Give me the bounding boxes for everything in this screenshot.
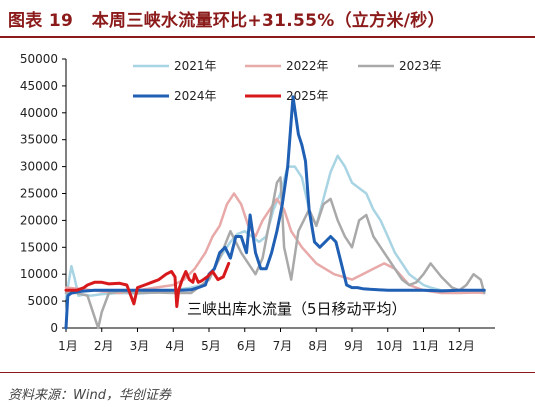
legend-label: 2021年 xyxy=(174,59,217,73)
x-tick-label: 8月 xyxy=(308,339,328,353)
chart-legend: 2021年 2022年 2023年 2024年 2025年 xyxy=(133,59,442,103)
x-tick-label: 3月 xyxy=(130,339,150,353)
title-divider xyxy=(0,36,535,38)
series-line-2025年 xyxy=(64,261,231,308)
y-tick-label: 10000 xyxy=(20,267,58,281)
footer-divider xyxy=(0,372,535,373)
source-note: 资料来源：Wind，华创证券 xyxy=(8,388,171,403)
figure-label: 图表 19 xyxy=(8,11,74,31)
x-tick-label: 5月 xyxy=(201,339,221,353)
y-tick-label: 30000 xyxy=(20,160,58,174)
y-tick-label: 20000 xyxy=(20,213,58,227)
y-tick-label: 35000 xyxy=(20,133,58,147)
legend-label: 2022年 xyxy=(286,59,329,73)
chart-annotation: 三峡出库水流量（5日移动平均） xyxy=(187,300,407,318)
y-tick-label: 25000 xyxy=(20,187,58,201)
x-tick-label: 4月 xyxy=(165,339,185,353)
series-line-2024年 xyxy=(64,95,486,330)
series-layer xyxy=(64,95,486,330)
legend-label: 2024年 xyxy=(174,89,217,103)
legend-label: 2025年 xyxy=(286,89,329,103)
y-tick-label: 0 xyxy=(50,321,58,335)
series-line-2023年 xyxy=(64,176,486,330)
y-tick-label: 5000 xyxy=(27,294,58,308)
line-chart: 0 5000 10000 15000 20000 25000 30000 35000 40000… xyxy=(20,52,495,353)
x-tick-label: 12月 xyxy=(448,339,475,353)
x-tick-label: 10月 xyxy=(376,339,403,353)
x-tick-label: 11月 xyxy=(412,339,439,353)
x-tick-label: 6月 xyxy=(237,339,257,353)
x-tick-label: 9月 xyxy=(344,339,364,353)
title-bar: 图表 19 本周三峡水流量环比+31.55%（立方米/秒） xyxy=(0,0,535,36)
y-tick-label: 50000 xyxy=(20,52,58,66)
x-tick-label: 7月 xyxy=(273,339,293,353)
x-tick-label: 2月 xyxy=(94,339,114,353)
y-tick-label: 15000 xyxy=(20,240,58,254)
chart-axes: 0 5000 10000 15000 20000 25000 30000 35000 40000… xyxy=(20,52,495,353)
figure-title: 本周三峡水流量环比+31.55%（立方米/秒） xyxy=(91,11,445,31)
x-tick-label: 1月 xyxy=(58,339,78,353)
y-tick-label: 40000 xyxy=(20,106,58,120)
chart-title: 图表 19 本周三峡水流量环比+31.55%（立方米/秒） xyxy=(8,6,445,31)
y-tick-label: 45000 xyxy=(20,79,58,93)
legend-label: 2023年 xyxy=(399,59,442,73)
